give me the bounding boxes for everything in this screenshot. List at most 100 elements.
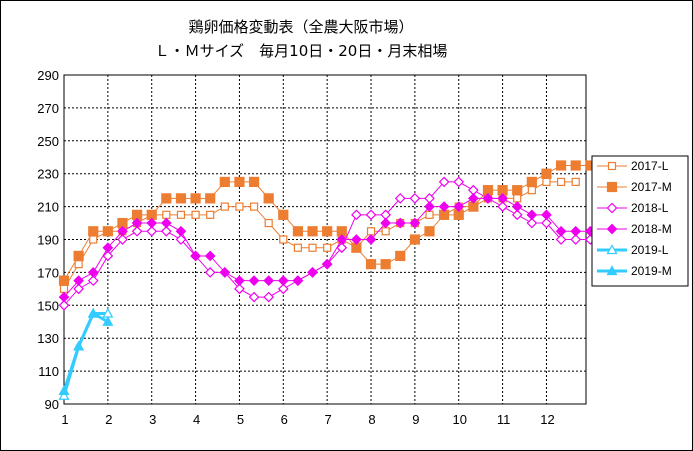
y-tick-label: 170 [37,265,59,280]
square-marker [88,226,99,237]
square-marker [219,176,230,188]
square-marker [205,193,216,204]
square-marker [606,181,618,193]
square-marker [162,210,171,219]
square-marker [175,193,187,204]
square-marker [264,218,273,228]
diamond-marker [606,202,618,214]
y-tick-label: 190 [37,233,59,248]
diamond-marker [102,242,114,254]
diamond-marker [570,225,582,237]
square-marker [365,259,377,270]
y-tick-label: 290 [37,68,59,83]
square-marker [512,185,523,196]
square-marker [424,226,435,237]
diamond-marker [219,267,231,278]
square-marker [527,186,536,195]
diamond-marker [73,283,84,295]
diamond-marker [526,209,538,221]
series-group [58,160,596,400]
diamond-marker [511,209,523,221]
diamond-marker [146,217,158,229]
square-marker [425,210,434,219]
square-marker [73,250,84,262]
square-marker [249,202,259,211]
diamond-marker [438,176,450,188]
diamond-marker [497,193,508,204]
square-marker [191,210,200,219]
triangle-marker [102,316,114,326]
square-marker [292,226,304,237]
square-marker [380,259,391,270]
y-axis: 90 110 130 150 170 190 210 230 250 270 290 [37,68,59,412]
diamond-marker [321,258,333,270]
diamond-marker [190,250,201,262]
legend-label: 2019-L [631,243,669,257]
series-2019-M [58,307,114,395]
square-marker [235,202,244,211]
diamond-marker [365,234,377,245]
series-2018-M [58,193,596,303]
diamond-marker [204,267,216,278]
square-marker [234,176,245,188]
diamond-marker [453,176,465,188]
diamond-marker [453,201,465,212]
triangle-marker [87,307,99,318]
square-marker [220,202,229,211]
diamond-marker [555,234,567,245]
square-marker [308,243,317,252]
diamond-marker [102,250,114,262]
diamond-marker [263,291,275,303]
diamond-marker [87,275,99,286]
diamond-marker [117,234,128,245]
square-marker [366,227,376,236]
x-tick-label: 10 [453,412,467,427]
diamond-marker [248,275,260,286]
diamond-marker [497,201,508,212]
square-marker [263,193,274,204]
diamond-marker [131,225,143,237]
y-tick-label: 90 [45,397,59,412]
diamond-marker [292,275,304,286]
triangle-marker [606,265,618,276]
square-marker [248,176,260,188]
diamond-marker [526,217,538,229]
x-tick-label: 4 [193,412,200,427]
diamond-marker [58,291,70,303]
diamond-marker [263,275,275,286]
square-marker [381,227,390,236]
diamond-marker [409,193,421,204]
square-marker [161,193,172,204]
legend-label: 2017-M [631,180,672,194]
diamond-marker [175,234,187,245]
legend-label: 2019-M [631,264,672,278]
diamond-marker [541,217,552,229]
square-marker [59,284,69,293]
diamond-marker [87,267,99,278]
square-marker [395,250,406,262]
diamond-marker [541,209,552,221]
square-marker [74,260,83,269]
chart-subtitle: Ｌ・Ｍサイズ 毎月10日・20日・月末相場 [155,42,448,60]
diamond-marker [160,225,172,237]
diamond-marker [606,223,618,235]
x-tick-label: 12 [540,412,554,427]
diamond-marker [351,234,362,245]
diamond-marker [117,225,128,237]
y-tick-label: 230 [37,167,59,182]
diamond-marker [73,275,84,286]
series-line [62,311,109,392]
diamond-marker [277,275,289,286]
x-tick-label: 2 [105,412,112,427]
diamond-marker [58,299,70,311]
diamond-marker [234,275,245,286]
x-tick-label: 6 [281,412,288,427]
square-marker [176,210,186,219]
diamond-marker [380,217,391,229]
diamond-marker [438,201,450,212]
diamond-marker [511,201,523,212]
square-marker [58,275,70,286]
diamond-marker [409,217,421,229]
triangle-marker [58,390,70,400]
